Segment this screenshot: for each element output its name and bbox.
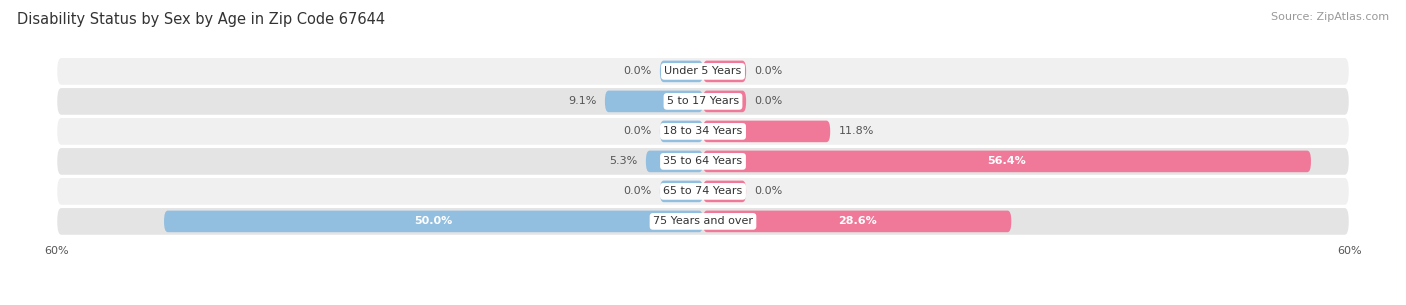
Text: 0.0%: 0.0% bbox=[623, 66, 651, 76]
FancyBboxPatch shape bbox=[56, 117, 1350, 146]
FancyBboxPatch shape bbox=[703, 181, 747, 202]
Text: 0.0%: 0.0% bbox=[755, 66, 783, 76]
FancyBboxPatch shape bbox=[659, 120, 703, 142]
FancyBboxPatch shape bbox=[659, 181, 703, 202]
Text: Disability Status by Sex by Age in Zip Code 67644: Disability Status by Sex by Age in Zip C… bbox=[17, 12, 385, 27]
FancyBboxPatch shape bbox=[605, 91, 703, 112]
FancyBboxPatch shape bbox=[703, 61, 747, 82]
Text: 0.0%: 0.0% bbox=[755, 96, 783, 106]
Text: Under 5 Years: Under 5 Years bbox=[665, 66, 741, 76]
Text: Source: ZipAtlas.com: Source: ZipAtlas.com bbox=[1271, 12, 1389, 22]
FancyBboxPatch shape bbox=[56, 177, 1350, 206]
Text: 18 to 34 Years: 18 to 34 Years bbox=[664, 126, 742, 136]
Legend: Male, Female: Male, Female bbox=[640, 304, 766, 305]
Text: 35 to 64 Years: 35 to 64 Years bbox=[664, 156, 742, 167]
Text: 50.0%: 50.0% bbox=[415, 217, 453, 226]
FancyBboxPatch shape bbox=[659, 61, 703, 82]
Text: 9.1%: 9.1% bbox=[568, 96, 596, 106]
FancyBboxPatch shape bbox=[645, 151, 703, 172]
FancyBboxPatch shape bbox=[56, 57, 1350, 86]
Text: 11.8%: 11.8% bbox=[839, 126, 875, 136]
FancyBboxPatch shape bbox=[165, 210, 703, 232]
Text: 5 to 17 Years: 5 to 17 Years bbox=[666, 96, 740, 106]
Text: 0.0%: 0.0% bbox=[623, 186, 651, 196]
FancyBboxPatch shape bbox=[56, 147, 1350, 176]
Text: 56.4%: 56.4% bbox=[987, 156, 1026, 167]
FancyBboxPatch shape bbox=[56, 207, 1350, 236]
Text: 0.0%: 0.0% bbox=[623, 126, 651, 136]
FancyBboxPatch shape bbox=[703, 120, 830, 142]
FancyBboxPatch shape bbox=[703, 91, 747, 112]
FancyBboxPatch shape bbox=[703, 151, 1310, 172]
Text: 0.0%: 0.0% bbox=[755, 186, 783, 196]
Text: 28.6%: 28.6% bbox=[838, 217, 876, 226]
FancyBboxPatch shape bbox=[56, 87, 1350, 116]
Text: 5.3%: 5.3% bbox=[609, 156, 637, 167]
Text: 65 to 74 Years: 65 to 74 Years bbox=[664, 186, 742, 196]
FancyBboxPatch shape bbox=[703, 210, 1011, 232]
Text: 75 Years and over: 75 Years and over bbox=[652, 217, 754, 226]
